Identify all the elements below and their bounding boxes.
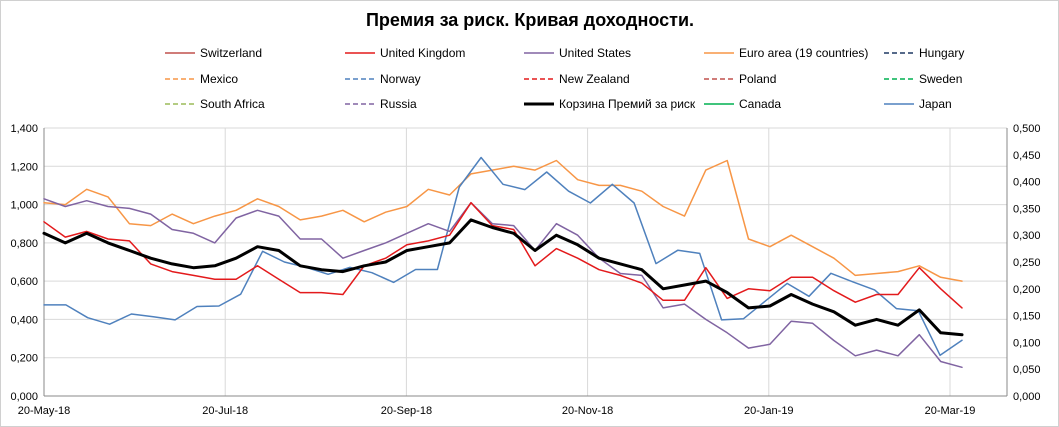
x-tick-label: 20-May-18 (18, 405, 71, 417)
legend-label: United States (559, 46, 631, 60)
legend-label: Canada (739, 97, 781, 111)
legend-item-canada: Canada (704, 97, 781, 111)
series-line-united-states (43, 198, 963, 369)
y-right-tick-label: 0,250 (1013, 257, 1041, 269)
legend-item-sweden: Sweden (884, 72, 962, 86)
series-line-japan (43, 156, 963, 357)
y-right-tick-label: 0,150 (1013, 311, 1041, 323)
legend-item-mexico: Mexico (165, 72, 238, 86)
y-right-tick-label: 0,300 (1013, 230, 1041, 242)
legend-item-hungary: Hungary (884, 46, 964, 60)
legend: Switzerland United Kingdom United States Eu… (165, 46, 964, 111)
legend-item-euro-area-19-countries: Euro area (19 countries) (704, 46, 868, 60)
y-right-tick-label: 0,400 (1013, 177, 1041, 189)
legend-item-new-zealand: New Zealand (524, 72, 630, 86)
x-tick-label: 20-Mar-19 (925, 405, 976, 417)
legend-label: New Zealand (559, 72, 630, 86)
legend-label: Hungary (919, 46, 964, 60)
y-right-tick-label: 0,450 (1013, 150, 1041, 162)
y-left-tick-label: 0,600 (10, 276, 38, 288)
y-right-tick-label: 0,100 (1013, 337, 1041, 349)
y-left-tick-label: 0,000 (10, 391, 38, 403)
x-tick-label: 20-Jul-18 (202, 405, 248, 417)
legend-label: Norway (380, 72, 421, 86)
x-tick-label: 20-Jan-19 (744, 405, 794, 417)
legend-item-switzerland: Switzerland (165, 46, 262, 60)
legend-label: United Kingdom (380, 46, 465, 60)
legend-label: Poland (739, 72, 776, 86)
y-left-tick-label: 1,000 (10, 200, 38, 212)
y-right-tick-label: 0,000 (1013, 391, 1041, 403)
x-tick-label: 20-Sep-18 (381, 405, 432, 417)
y-left-tick-label: 0,800 (10, 238, 38, 250)
legend-item-poland: Poland (704, 72, 776, 86)
legend-label: South Africa (200, 97, 265, 111)
y-left-tick-label: 1,200 (10, 161, 38, 173)
legend-label: Euro area (19 countries) (739, 46, 868, 60)
y-right-tick-label: 0,200 (1013, 284, 1041, 296)
legend-item-united-states: United States (524, 46, 631, 60)
y-left-tick-label: 0,200 (10, 353, 38, 365)
legend-label: Sweden (919, 72, 962, 86)
series-line-euro-area-19-countries (43, 159, 963, 282)
series-line-united-kingdom (43, 201, 963, 309)
legend-label: Russia (380, 97, 417, 111)
legend-label: Корзина Премий за риск (559, 97, 696, 111)
y-right-tick-label: 0,050 (1013, 364, 1041, 376)
legend-label: Switzerland (200, 46, 262, 60)
legend-item-south-africa: South Africa (165, 97, 265, 111)
y-right-tick-label: 0,500 (1013, 123, 1041, 135)
legend-item-russia: Russia (345, 97, 417, 111)
x-tick-label: 20-Nov-18 (562, 405, 613, 417)
y-left-tick-label: 1,400 (10, 123, 38, 135)
series-line-корзина-премий-за-риск (42, 218, 964, 337)
legend-item-корзина-премий-за-риск: Корзина Премий за риск (524, 97, 696, 111)
legend-item-united-kingdom: United Kingdom (345, 46, 465, 60)
chart-title: Премия за риск. Кривая доходности. (366, 10, 694, 30)
legend-item-norway: Norway (345, 72, 421, 86)
axes: 0,000 0,200 0,400 0,600 0,800 1,000 1,200 1,400… (10, 123, 1040, 417)
legend-label: Mexico (200, 72, 238, 86)
y-left-tick-label: 0,400 (10, 314, 38, 326)
series-lines (42, 156, 964, 369)
legend-label: Japan (919, 97, 952, 111)
legend-item-japan: Japan (884, 97, 952, 111)
y-right-tick-label: 0,350 (1013, 203, 1041, 215)
